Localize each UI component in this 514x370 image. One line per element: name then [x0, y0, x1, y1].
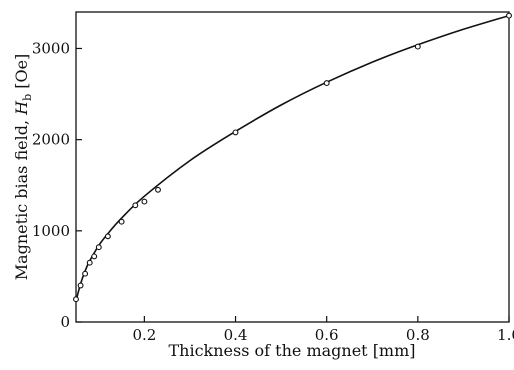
fitted-curve-layer	[75, 14, 510, 302]
data-points-layer	[73, 12, 512, 303]
data-point	[414, 43, 421, 50]
x-tick-label: 1.0	[497, 326, 514, 344]
x-tick-label: 0.4	[224, 326, 248, 344]
data-point	[132, 202, 139, 209]
y-axis-ticks: 0 1000 2000 3000	[32, 39, 82, 331]
data-point	[91, 253, 98, 260]
x-tick-label: 0.2	[132, 326, 156, 344]
plot-frame	[75, 11, 510, 323]
data-point	[141, 198, 148, 205]
data-point	[232, 129, 239, 136]
y-axis-title-subscript: b	[21, 94, 34, 101]
x-axis-title: Thickness of the magnet [mm]	[168, 341, 415, 360]
data-point	[95, 244, 102, 251]
data-point	[155, 186, 161, 193]
y-axis-title-text: Magnetic bias field,	[12, 115, 31, 280]
data-point	[118, 218, 125, 225]
data-point	[86, 259, 93, 266]
data-point	[506, 12, 512, 19]
data-point	[104, 233, 111, 240]
y-axis-title: Magnetic bias field, Hb [Oe]	[12, 54, 34, 281]
data-point	[82, 270, 89, 277]
data-point	[77, 282, 84, 289]
y-tick-label: 0	[60, 313, 70, 331]
y-tick-label: 2000	[32, 131, 70, 149]
y-tick-label: 1000	[32, 222, 70, 240]
data-point	[73, 296, 79, 303]
data-point	[323, 80, 330, 87]
x-tick-label: 0.8	[406, 326, 430, 344]
y-axis-title-unit: [Oe]	[12, 54, 31, 94]
x-tick-label: 0.6	[315, 326, 339, 344]
x-axis-ticks: 0.2 0.4 0.6 0.8 1.0	[132, 316, 514, 344]
y-axis-title-symbol: H	[12, 100, 31, 116]
y-tick-label: 3000	[32, 39, 70, 57]
fitted-curve-line	[75, 14, 510, 302]
